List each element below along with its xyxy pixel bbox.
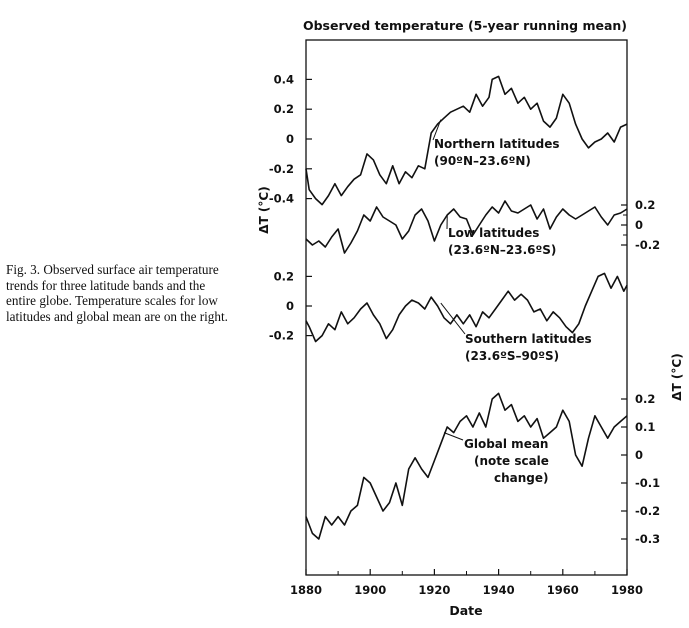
southern-latitudes-label: Southern latitudes (465, 332, 592, 346)
low-axis-tick-label: 0 (635, 218, 643, 232)
x-axis-label: Date (449, 603, 482, 618)
figure-caption: Fig. 3. Observed surface air temperature… (6, 262, 228, 324)
global-mean-label: (note scale (474, 454, 549, 468)
southern-axis-tick-label: 0 (286, 299, 294, 313)
northern-axis-tick-label: 0.2 (274, 102, 294, 116)
low-axis-tick-label: 0.2 (635, 198, 655, 212)
global-axis-tick-label: -0.1 (635, 476, 660, 490)
southern-latitudes-label: (23.6ºS–90ºS) (465, 349, 559, 363)
northern-axis-tick-label: 0 (286, 132, 294, 146)
right-axis-label: ΔT (°C) (670, 353, 684, 400)
right-axis: 0.2 0 -0.2 0.2 0.1 0 -0.1 -0.2 -0.3 (621, 198, 660, 546)
northern-axis-tick-label: -0.4 (269, 192, 294, 206)
x-axis-tick-label: 1940 (483, 583, 515, 597)
x-axis-tick-label: 1900 (354, 583, 386, 597)
southern-axis-tick-label: -0.2 (269, 329, 294, 343)
low-latitudes-line (305, 200, 628, 254)
x-axis-tick-label: 1920 (418, 583, 450, 597)
global-axis-tick-label: 0.2 (635, 392, 655, 406)
plot-frame (305, 39, 628, 576)
x-axis: 1880 1900 1920 1940 1960 1980 (290, 569, 643, 597)
low-latitudes-label: (23.6ºN–23.6ºS) (448, 243, 556, 257)
left-axis-label: ΔT (°C) (257, 186, 271, 233)
low-axis-tick-label: -0.2 (635, 238, 660, 252)
global-mean-label: Global mean (464, 437, 548, 451)
chart-title: Observed temperature (5-year running mea… (303, 18, 627, 33)
global-axis-tick-label: 0.1 (635, 420, 655, 434)
global-mean-line (305, 392, 628, 540)
northern-axis-tick-label: -0.2 (269, 162, 294, 176)
northern-axis-tick-label: 0.4 (274, 72, 294, 86)
left-axis: 0.4 0.2 0 -0.2 -0.4 0.2 0 -0.2 (269, 72, 312, 343)
southern-latitudes-line (305, 272, 628, 343)
x-axis-tick-label: 1880 (290, 583, 322, 597)
southern-latitudes-pointer (440, 302, 466, 335)
global-axis-tick-label: -0.3 (635, 532, 660, 546)
x-axis-tick-label: 1960 (547, 583, 579, 597)
southern-axis-tick-label: 0.2 (274, 269, 294, 283)
low-latitudes-label: Low latitudes (448, 226, 539, 240)
northern-latitudes-label: Northern latitudes (434, 137, 559, 151)
global-mean-label: change) (494, 471, 549, 485)
northern-latitudes-line (305, 75, 628, 206)
northern-latitudes-pointer (432, 119, 442, 141)
northern-latitudes-label: (90ºN–23.6ºN) (434, 154, 531, 168)
global-axis-tick-label: -0.2 (635, 504, 660, 518)
global-mean-pointer (443, 432, 464, 441)
x-axis-tick-label: 1980 (611, 583, 643, 597)
global-axis-tick-label: 0 (635, 448, 643, 462)
